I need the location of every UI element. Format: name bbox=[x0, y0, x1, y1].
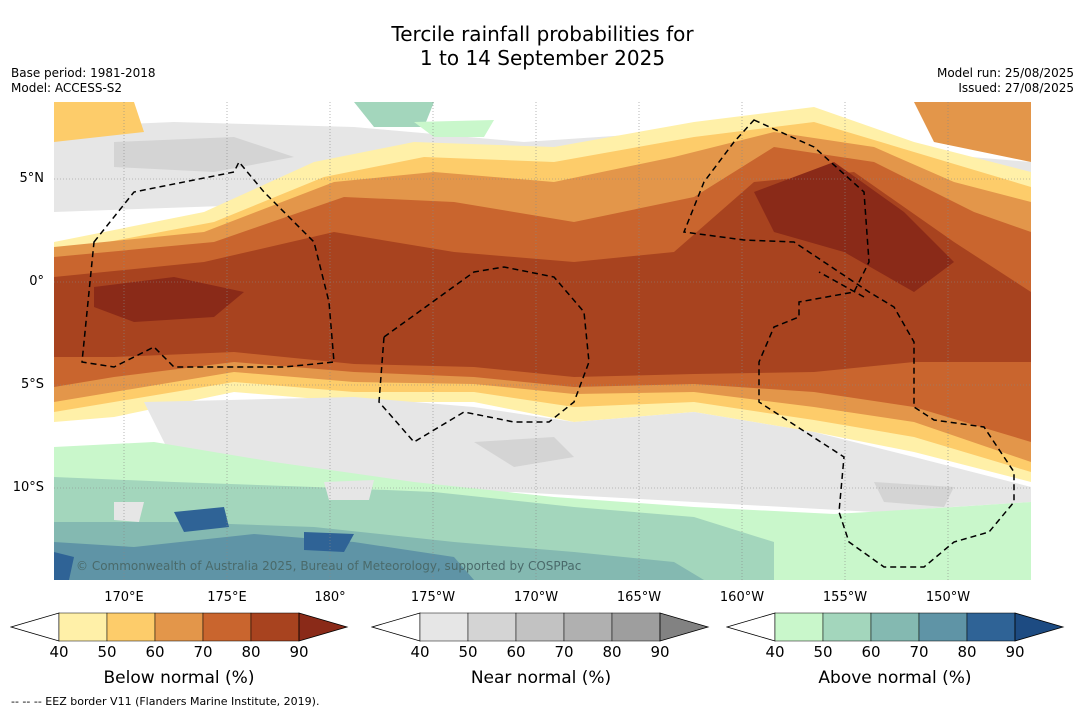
map-credit: © Commonwealth of Australia 2025, Bureau… bbox=[76, 559, 581, 573]
cb-above-tick-50: 50 bbox=[813, 643, 833, 661]
colorbar-above-normal bbox=[726, 612, 1065, 642]
cb-below-tick-70: 70 bbox=[193, 643, 213, 661]
cb-near-arrow-right bbox=[659, 612, 710, 642]
above-normal-patch-north2 bbox=[414, 120, 494, 137]
rainfall-probability-map: © Commonwealth of Australia 2025, Bureau… bbox=[54, 102, 1031, 580]
lon-label-170e: 170°E bbox=[104, 590, 144, 605]
cb-near-seg-3 bbox=[515, 612, 565, 642]
cb-below-tick-60: 60 bbox=[145, 643, 165, 661]
cb-above-title: Above normal (%) bbox=[818, 668, 972, 688]
cb-below-arrow-right bbox=[298, 612, 349, 642]
cb-above-arrow-left bbox=[726, 612, 776, 642]
cb-near-seg-5 bbox=[611, 612, 661, 642]
cb-near-tick-90: 90 bbox=[650, 643, 670, 661]
lon-label-150w: 150°W bbox=[925, 590, 971, 605]
meta-left: Base period: 1981-2018 Model: ACCESS-S2 bbox=[11, 66, 156, 96]
near-normal-region-north-dark bbox=[114, 137, 294, 172]
colorbar-below-normal bbox=[10, 612, 349, 642]
meta-right: Model run: 25/08/2025 Issued: 27/08/2025 bbox=[937, 66, 1074, 96]
cb-above-seg-4 bbox=[918, 612, 968, 642]
eez-border-phoenix bbox=[378, 266, 590, 443]
cb-near-arrow-left bbox=[371, 612, 421, 642]
map-title-line2: 1 to 14 September 2025 bbox=[419, 46, 666, 70]
cb-below-seg-1 bbox=[58, 612, 108, 642]
eez-border-kiribati-gilbert bbox=[81, 160, 335, 368]
below-normal-corner-ne bbox=[914, 102, 1031, 162]
cb-above-arrow-right bbox=[1014, 612, 1065, 642]
cb-above-tick-60: 60 bbox=[861, 643, 881, 661]
cb-below-seg-3 bbox=[154, 612, 204, 642]
cb-below-arrow-left bbox=[10, 612, 60, 642]
lon-label-180: 180° bbox=[314, 590, 346, 605]
eez-borders bbox=[81, 119, 1015, 568]
cb-near-tick-70: 70 bbox=[554, 643, 574, 661]
cb-above-seg-2 bbox=[822, 612, 872, 642]
cb-below-seg-4 bbox=[202, 612, 252, 642]
eez-border-fragment bbox=[818, 271, 865, 298]
map-title: Tercile rainfall probabilities for 1 to … bbox=[0, 22, 1085, 70]
below-normal-90 bbox=[94, 162, 954, 322]
above-normal-70 bbox=[54, 534, 474, 580]
cb-above-tick-80: 80 bbox=[957, 643, 977, 661]
cb-below-tick-90: 90 bbox=[289, 643, 309, 661]
lat-label-5n: 5°N bbox=[19, 171, 45, 186]
cb-near-seg-2 bbox=[467, 612, 517, 642]
cb-near-tick-40: 40 bbox=[410, 643, 430, 661]
lat-label-0: 0° bbox=[29, 274, 44, 289]
cb-below-title: Below normal (%) bbox=[103, 668, 255, 688]
cb-near-tick-50: 50 bbox=[458, 643, 478, 661]
cb-below-tick-50: 50 bbox=[97, 643, 117, 661]
model-name: Model: ACCESS-S2 bbox=[11, 81, 123, 95]
lon-label-170w: 170°W bbox=[513, 590, 559, 605]
graticule bbox=[54, 102, 1031, 580]
cb-near-seg-4 bbox=[563, 612, 613, 642]
cb-near-tick-80: 80 bbox=[602, 643, 622, 661]
cb-near-title: Near normal (%) bbox=[470, 668, 612, 688]
lon-label-175e: 175°E bbox=[207, 590, 247, 605]
above-normal-patch-north bbox=[354, 102, 434, 127]
issued-date: Issued: 27/08/2025 bbox=[958, 81, 1074, 95]
lon-label-165w: 165°W bbox=[616, 590, 662, 605]
eez-border-line-islands bbox=[682, 119, 1015, 568]
cb-above-tick-40: 40 bbox=[765, 643, 785, 661]
lon-label-175w: 175°W bbox=[410, 590, 456, 605]
map-title-line1: Tercile rainfall probabilities for bbox=[391, 22, 694, 46]
lat-label-10s: 10°S bbox=[12, 480, 44, 495]
model-run: Model run: 25/08/2025 bbox=[936, 66, 1074, 80]
cb-near-seg-1 bbox=[419, 612, 469, 642]
colorbar-near-normal bbox=[371, 612, 710, 642]
cb-below-seg-2 bbox=[106, 612, 156, 642]
cb-below-tick-40: 40 bbox=[49, 643, 69, 661]
cb-below-tick-80: 80 bbox=[241, 643, 261, 661]
cb-above-tick-90: 90 bbox=[1005, 643, 1025, 661]
lon-label-155w: 155°W bbox=[822, 590, 868, 605]
base-period: Base period: 1981-2018 bbox=[11, 66, 156, 80]
lat-label-5s: 5°S bbox=[20, 377, 44, 392]
near-normal-region-south-dark bbox=[474, 437, 954, 507]
cb-above-seg-5 bbox=[966, 612, 1016, 642]
cb-above-seg-1 bbox=[774, 612, 824, 642]
cb-near-tick-60: 60 bbox=[506, 643, 526, 661]
lon-label-160w: 160°W bbox=[719, 590, 765, 605]
cb-above-seg-3 bbox=[870, 612, 920, 642]
cb-above-tick-70: 70 bbox=[909, 643, 929, 661]
near-normal-patch-south bbox=[114, 480, 374, 522]
eez-footnote: -- -- -- EEZ border V11 (Flanders Marine… bbox=[11, 695, 320, 708]
below-normal-corner-nw bbox=[54, 102, 144, 142]
cb-below-seg-5 bbox=[250, 612, 300, 642]
above-normal-80 bbox=[54, 507, 354, 580]
